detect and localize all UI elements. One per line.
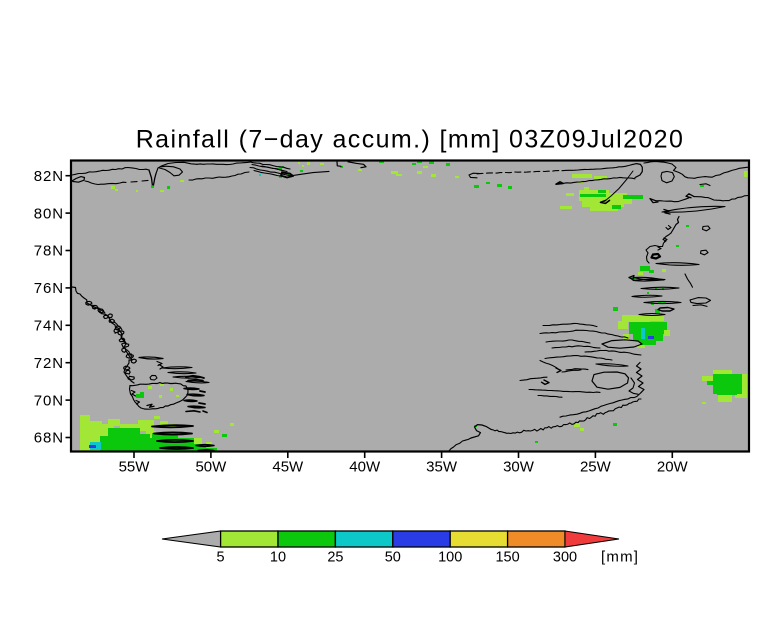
svg-text:50: 50 xyxy=(385,550,401,566)
svg-text:300: 300 xyxy=(553,550,577,566)
svg-text:50W: 50W xyxy=(195,459,227,476)
svg-text:55W: 55W xyxy=(119,459,151,476)
svg-text:76N: 76N xyxy=(34,280,64,297)
svg-text:30W: 30W xyxy=(503,459,535,476)
svg-text:68N: 68N xyxy=(34,430,64,447)
svg-text:20W: 20W xyxy=(657,459,689,476)
svg-text:74N: 74N xyxy=(34,318,64,335)
svg-text:45W: 45W xyxy=(272,459,304,476)
svg-text:78N: 78N xyxy=(34,243,64,260)
svg-text:5: 5 xyxy=(217,550,225,566)
svg-text:72N: 72N xyxy=(34,355,64,372)
svg-text:10: 10 xyxy=(270,550,286,566)
svg-text:Rainfall (7−day accum.) [mm] 0: Rainfall (7−day accum.) [mm] 03Z09Jul202… xyxy=(136,126,685,154)
svg-text:100: 100 xyxy=(438,550,462,566)
svg-text:25: 25 xyxy=(327,550,343,566)
svg-text:70N: 70N xyxy=(34,392,64,409)
svg-text:40W: 40W xyxy=(349,459,381,476)
svg-text:150: 150 xyxy=(495,550,519,566)
svg-text:[mm]: [mm] xyxy=(601,549,639,566)
svg-text:25W: 25W xyxy=(580,459,612,476)
svg-text:82N: 82N xyxy=(34,168,64,185)
svg-text:35W: 35W xyxy=(426,459,458,476)
svg-text:80N: 80N xyxy=(34,205,64,222)
